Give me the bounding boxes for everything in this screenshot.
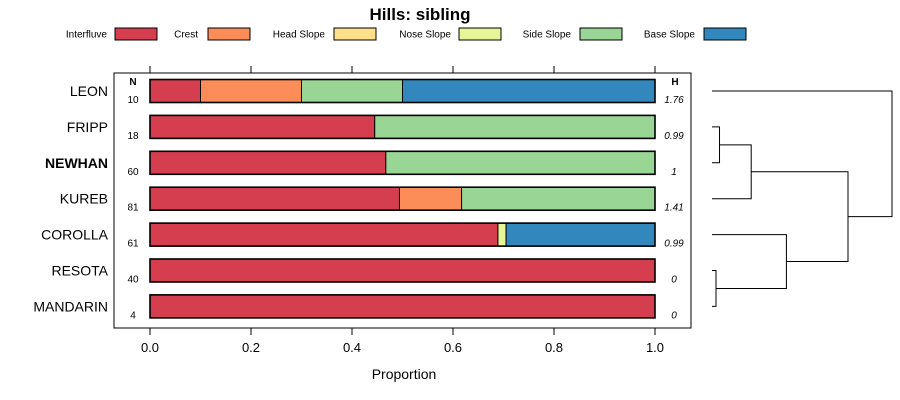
bar-segment [149, 186, 400, 211]
bar-segment [402, 79, 656, 103]
row-label: LEON [70, 83, 108, 99]
legend-swatch [207, 27, 251, 41]
bar-segment [149, 258, 656, 283]
x-axis-title: Proportion [372, 366, 437, 382]
n-header: N [129, 77, 136, 88]
top-ticks [149, 66, 656, 73]
bar-outline [149, 150, 656, 176]
bar-segment [385, 150, 656, 175]
row-label: NEWHAN [45, 155, 108, 171]
legend-swatch [333, 27, 377, 41]
bar-segment [149, 222, 499, 247]
bar-segment [374, 114, 656, 139]
row-h: 1.41 [664, 203, 683, 214]
legend-swatch [579, 27, 623, 41]
row-label: MANDARIN [33, 298, 108, 314]
x-axis: 0.0 0.2 0.4 0.6 0.8 1.0 [141, 328, 664, 355]
bar-segment [149, 79, 201, 103]
x-tick-label: 0.4 [343, 340, 361, 355]
dendrogram-branch [712, 144, 752, 200]
legend-label: Crest [174, 30, 198, 41]
bar-outline [149, 258, 656, 283]
dendrogram-branch [712, 270, 717, 307]
row-h: 0 [671, 310, 677, 321]
h-header: H [671, 77, 678, 88]
bar-outline [149, 294, 656, 319]
row-n: 4 [130, 310, 136, 321]
legend-label: Side Slope [523, 30, 572, 41]
row-label: KUREB [60, 191, 108, 207]
x-tick-label: 0.6 [444, 340, 462, 355]
row-n: 40 [127, 275, 139, 286]
row-n: 81 [127, 203, 139, 214]
rows: LEON 10 1.76 FRIPP 18 0.99 NEWHAN 60 1 KUREB 81 1.4… [33, 78, 684, 321]
legend-swatch [703, 27, 747, 41]
bar-segment [461, 186, 656, 211]
bar-outline [149, 222, 656, 247]
row-h: 0.99 [664, 131, 684, 142]
bar-outline [149, 114, 656, 140]
row-label: RESOTA [51, 263, 108, 279]
legend-label: Head Slope [273, 30, 326, 41]
row-label: FRIPP [67, 119, 108, 135]
legend: Interfluve Crest Head Slope Nose Slope Side … [66, 27, 747, 41]
row-n: 61 [127, 239, 139, 250]
legend-swatch [458, 27, 502, 41]
dendrogram-branch [712, 234, 787, 289]
bar-segment [497, 222, 507, 247]
bar-segment [398, 186, 463, 211]
bar-segment [505, 222, 656, 247]
bar-outline [149, 78, 656, 104]
dendrogram [712, 90, 893, 307]
row-h: 0.99 [664, 239, 684, 250]
bar-segment [200, 79, 302, 103]
legend-label: Interfluve [66, 30, 108, 41]
row-n: 18 [127, 131, 139, 142]
bar-segment [149, 150, 387, 175]
dendrogram-branch [712, 90, 893, 218]
bar-segment [149, 294, 656, 319]
dendrogram-branch [712, 126, 721, 164]
row-n: 10 [127, 95, 139, 106]
bar-segment [149, 114, 376, 139]
x-tick-label: 0.2 [242, 340, 260, 355]
chart-title: Hills: sibling [369, 5, 470, 24]
row-n: 60 [127, 167, 139, 178]
x-tick-label: 1.0 [646, 340, 664, 355]
x-tick-label: 0.0 [141, 340, 159, 355]
row-label: COROLLA [41, 227, 109, 243]
legend-swatch [114, 27, 158, 41]
dendrogram-branch [751, 171, 849, 263]
x-tick-label: 0.8 [545, 340, 563, 355]
row-h: 0 [671, 275, 677, 286]
row-h: 1.76 [664, 95, 684, 106]
bar-outline [149, 186, 656, 211]
bar-segment [301, 79, 403, 103]
row-h: 1 [671, 167, 677, 178]
legend-label: Nose Slope [399, 30, 451, 41]
plot-frame [113, 72, 692, 329]
legend-label: Base Slope [644, 30, 696, 41]
